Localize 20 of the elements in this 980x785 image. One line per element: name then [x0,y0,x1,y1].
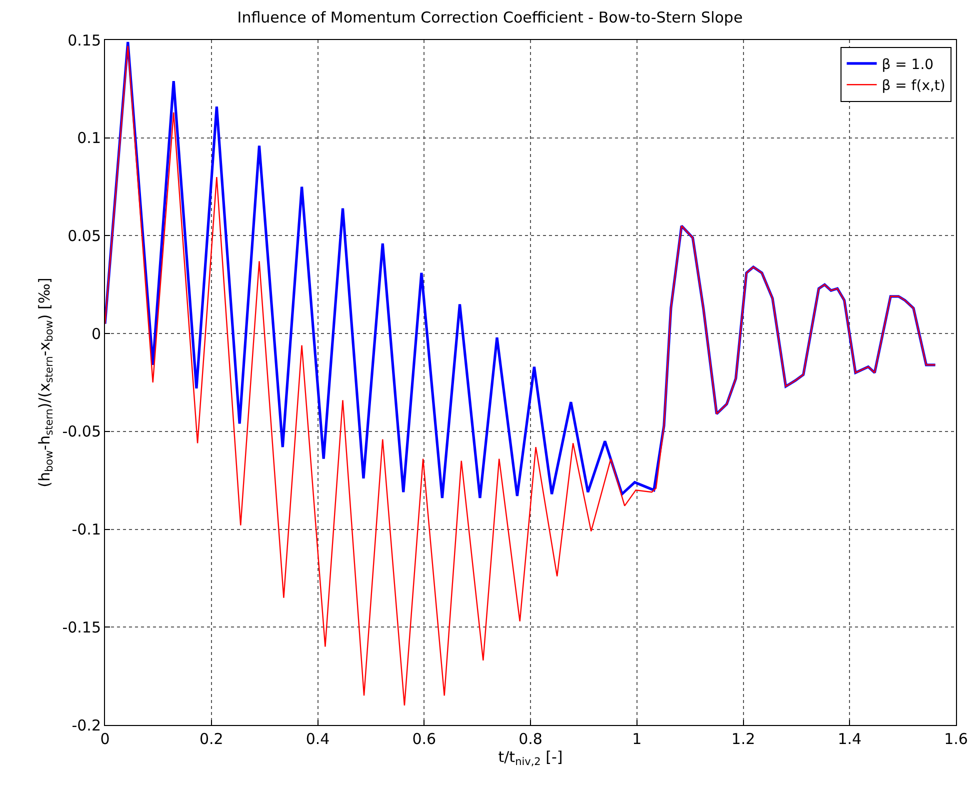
x-tick-label: 1.2 [731,730,756,748]
x-tick-label: 0.2 [199,730,224,748]
y-tick-label: 0.1 [77,129,101,148]
y-tick-label: -0.2 [72,716,101,734]
chart-title: Influence of Momentum Correction Coefficient - Bow-to-Stern Slope [237,8,743,26]
y-tick-label: 0.05 [68,226,101,245]
y-tick-label: 0.15 [68,31,101,50]
x-tick-label: 0.8 [518,730,542,748]
x-tick-label: 1 [632,730,642,748]
y-tick-label: 0 [91,324,101,343]
y-tick-label: -0.15 [62,618,101,636]
x-axis-title: t/t$_{niv,2}$ [-] [498,748,563,768]
y-tick-label: -0.05 [62,422,101,441]
x-tick-label: 0.4 [306,730,330,748]
x-tick-label: 1.4 [838,730,862,748]
x-tick-label: 1.6 [944,730,968,748]
legend-label: β = 1.0 [882,56,934,73]
y-tick-label: -0.1 [72,520,101,539]
x-tick-label: 0.6 [412,730,436,748]
legend-label: β = f(x,t) [882,78,946,94]
